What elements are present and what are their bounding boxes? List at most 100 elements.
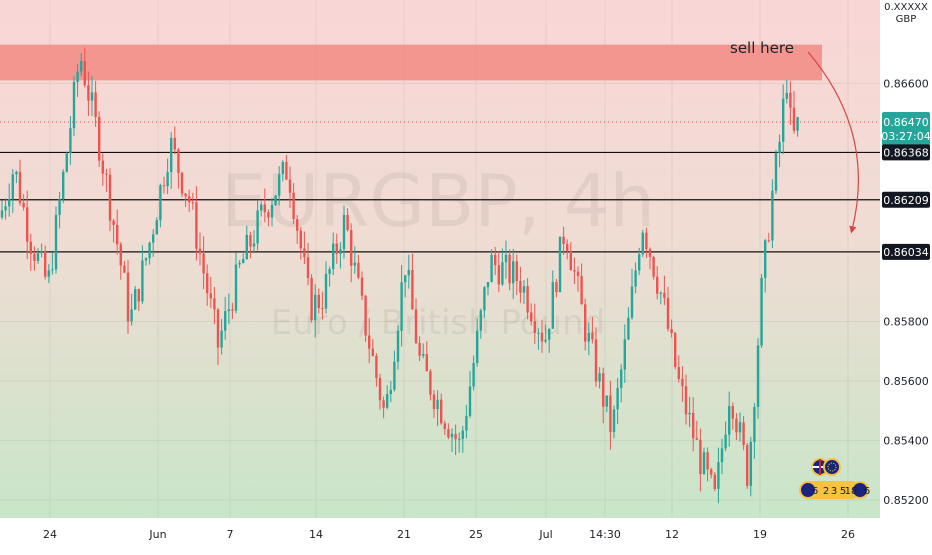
candle-body[interactable] [501, 262, 504, 285]
candle-body[interactable] [382, 400, 385, 408]
candle-body[interactable] [346, 214, 349, 231]
candle-body[interactable] [112, 220, 115, 225]
candle-body[interactable] [209, 293, 212, 299]
candle-body[interactable] [278, 174, 281, 196]
candle-body[interactable] [238, 263, 241, 265]
candle-body[interactable] [584, 304, 587, 342]
candle-body[interactable] [310, 277, 313, 321]
candle-body[interactable] [162, 185, 166, 187]
candle-body[interactable] [728, 406, 731, 435]
candle-body[interactable] [224, 311, 227, 331]
candle-body[interactable] [742, 422, 745, 446]
candle-body[interactable] [195, 202, 198, 249]
candle-body[interactable] [530, 312, 533, 322]
candle-body[interactable] [173, 137, 176, 150]
candle-body[interactable] [360, 277, 364, 296]
candle-body[interactable] [414, 309, 418, 343]
candle-body[interactable] [386, 394, 389, 408]
candle-body[interactable] [796, 117, 799, 131]
candle-body[interactable] [130, 309, 133, 322]
candle-body[interactable] [101, 160, 104, 174]
candle-body[interactable] [443, 423, 446, 430]
candle-body[interactable] [540, 332, 544, 342]
candle-body[interactable] [713, 474, 716, 489]
candle-body[interactable] [497, 265, 500, 285]
candle-body[interactable] [231, 309, 234, 311]
candle-body[interactable] [249, 234, 252, 247]
candle-body[interactable] [317, 294, 320, 309]
candle-body[interactable] [206, 273, 209, 294]
candle-body[interactable] [321, 308, 324, 310]
candle-body[interactable] [551, 282, 554, 329]
candle-body[interactable] [108, 174, 112, 221]
candle-body[interactable] [270, 204, 274, 218]
candle-body[interactable] [378, 378, 382, 401]
candle-body[interactable] [587, 332, 590, 342]
candle-body[interactable] [778, 141, 781, 153]
candle-body[interactable] [774, 152, 778, 191]
candle-body[interactable] [504, 254, 508, 263]
candle-body[interactable] [303, 248, 306, 258]
candle-body[interactable] [432, 394, 436, 410]
candle-body[interactable] [522, 286, 526, 293]
candle-body[interactable] [645, 232, 648, 250]
candle-body[interactable] [368, 335, 371, 349]
candle-body[interactable] [458, 438, 461, 440]
candle-body[interactable] [681, 378, 684, 387]
candle-body[interactable] [476, 330, 479, 364]
candle-body[interactable] [83, 60, 86, 86]
candle-body[interactable] [634, 270, 637, 287]
candle-body[interactable] [191, 202, 194, 204]
eu-flag-icon[interactable] [823, 458, 841, 476]
candle-body[interactable] [357, 262, 360, 278]
candle-body[interactable] [767, 240, 770, 242]
candle-body[interactable] [659, 292, 662, 294]
candle-body[interactable] [353, 262, 356, 266]
candle-body[interactable] [620, 369, 623, 388]
candle-body[interactable] [375, 355, 378, 379]
candle-body[interactable] [227, 309, 230, 312]
candle-body[interactable] [166, 172, 169, 187]
candle-body[interactable] [422, 354, 425, 356]
candle-body[interactable] [555, 282, 558, 293]
candle-body[interactable] [533, 321, 536, 333]
candle-body[interactable] [267, 212, 270, 218]
candle-body[interactable] [627, 317, 630, 340]
candle-body[interactable] [764, 240, 767, 278]
candle-body[interactable] [490, 254, 493, 283]
candle-body[interactable] [400, 282, 403, 331]
eu-flag-icon-3[interactable] [851, 481, 869, 499]
candle-body[interactable] [58, 199, 61, 215]
candle-body[interactable] [281, 161, 284, 175]
candle-body[interactable] [623, 339, 626, 370]
candle-body[interactable] [440, 399, 443, 424]
candle-body[interactable] [296, 219, 299, 231]
candle-body[interactable] [771, 190, 774, 241]
candle-body[interactable] [465, 415, 468, 431]
candle-body[interactable] [612, 409, 616, 433]
candle-body[interactable] [170, 137, 173, 173]
candle-body[interactable] [609, 395, 612, 433]
candle-body[interactable] [519, 281, 522, 293]
candle-body[interactable] [72, 81, 76, 129]
candle-body[interactable] [756, 345, 760, 407]
candle-body[interactable] [537, 332, 540, 334]
time-axis[interactable]: 24 Jun 7 14 21 25 Jul 14:30 12 19 26 [43, 528, 855, 541]
candle-body[interactable] [177, 149, 180, 173]
candle-body[interactable] [220, 330, 223, 348]
candle-body[interactable] [364, 295, 367, 336]
candle-body[interactable] [256, 210, 259, 244]
candle-body[interactable] [656, 276, 659, 294]
candle-body[interactable] [141, 260, 144, 302]
candle-body[interactable] [234, 264, 238, 311]
candle-body[interactable] [515, 261, 518, 282]
candle-body[interactable] [454, 433, 457, 440]
candle-body[interactable] [332, 243, 335, 270]
candle-body[interactable] [116, 224, 119, 245]
candle-body[interactable] [472, 363, 475, 387]
candle-body[interactable] [407, 269, 410, 276]
candle-body[interactable] [65, 153, 68, 172]
candle-body[interactable] [468, 386, 472, 416]
candle-body[interactable] [94, 92, 97, 117]
candle-body[interactable] [702, 452, 706, 475]
